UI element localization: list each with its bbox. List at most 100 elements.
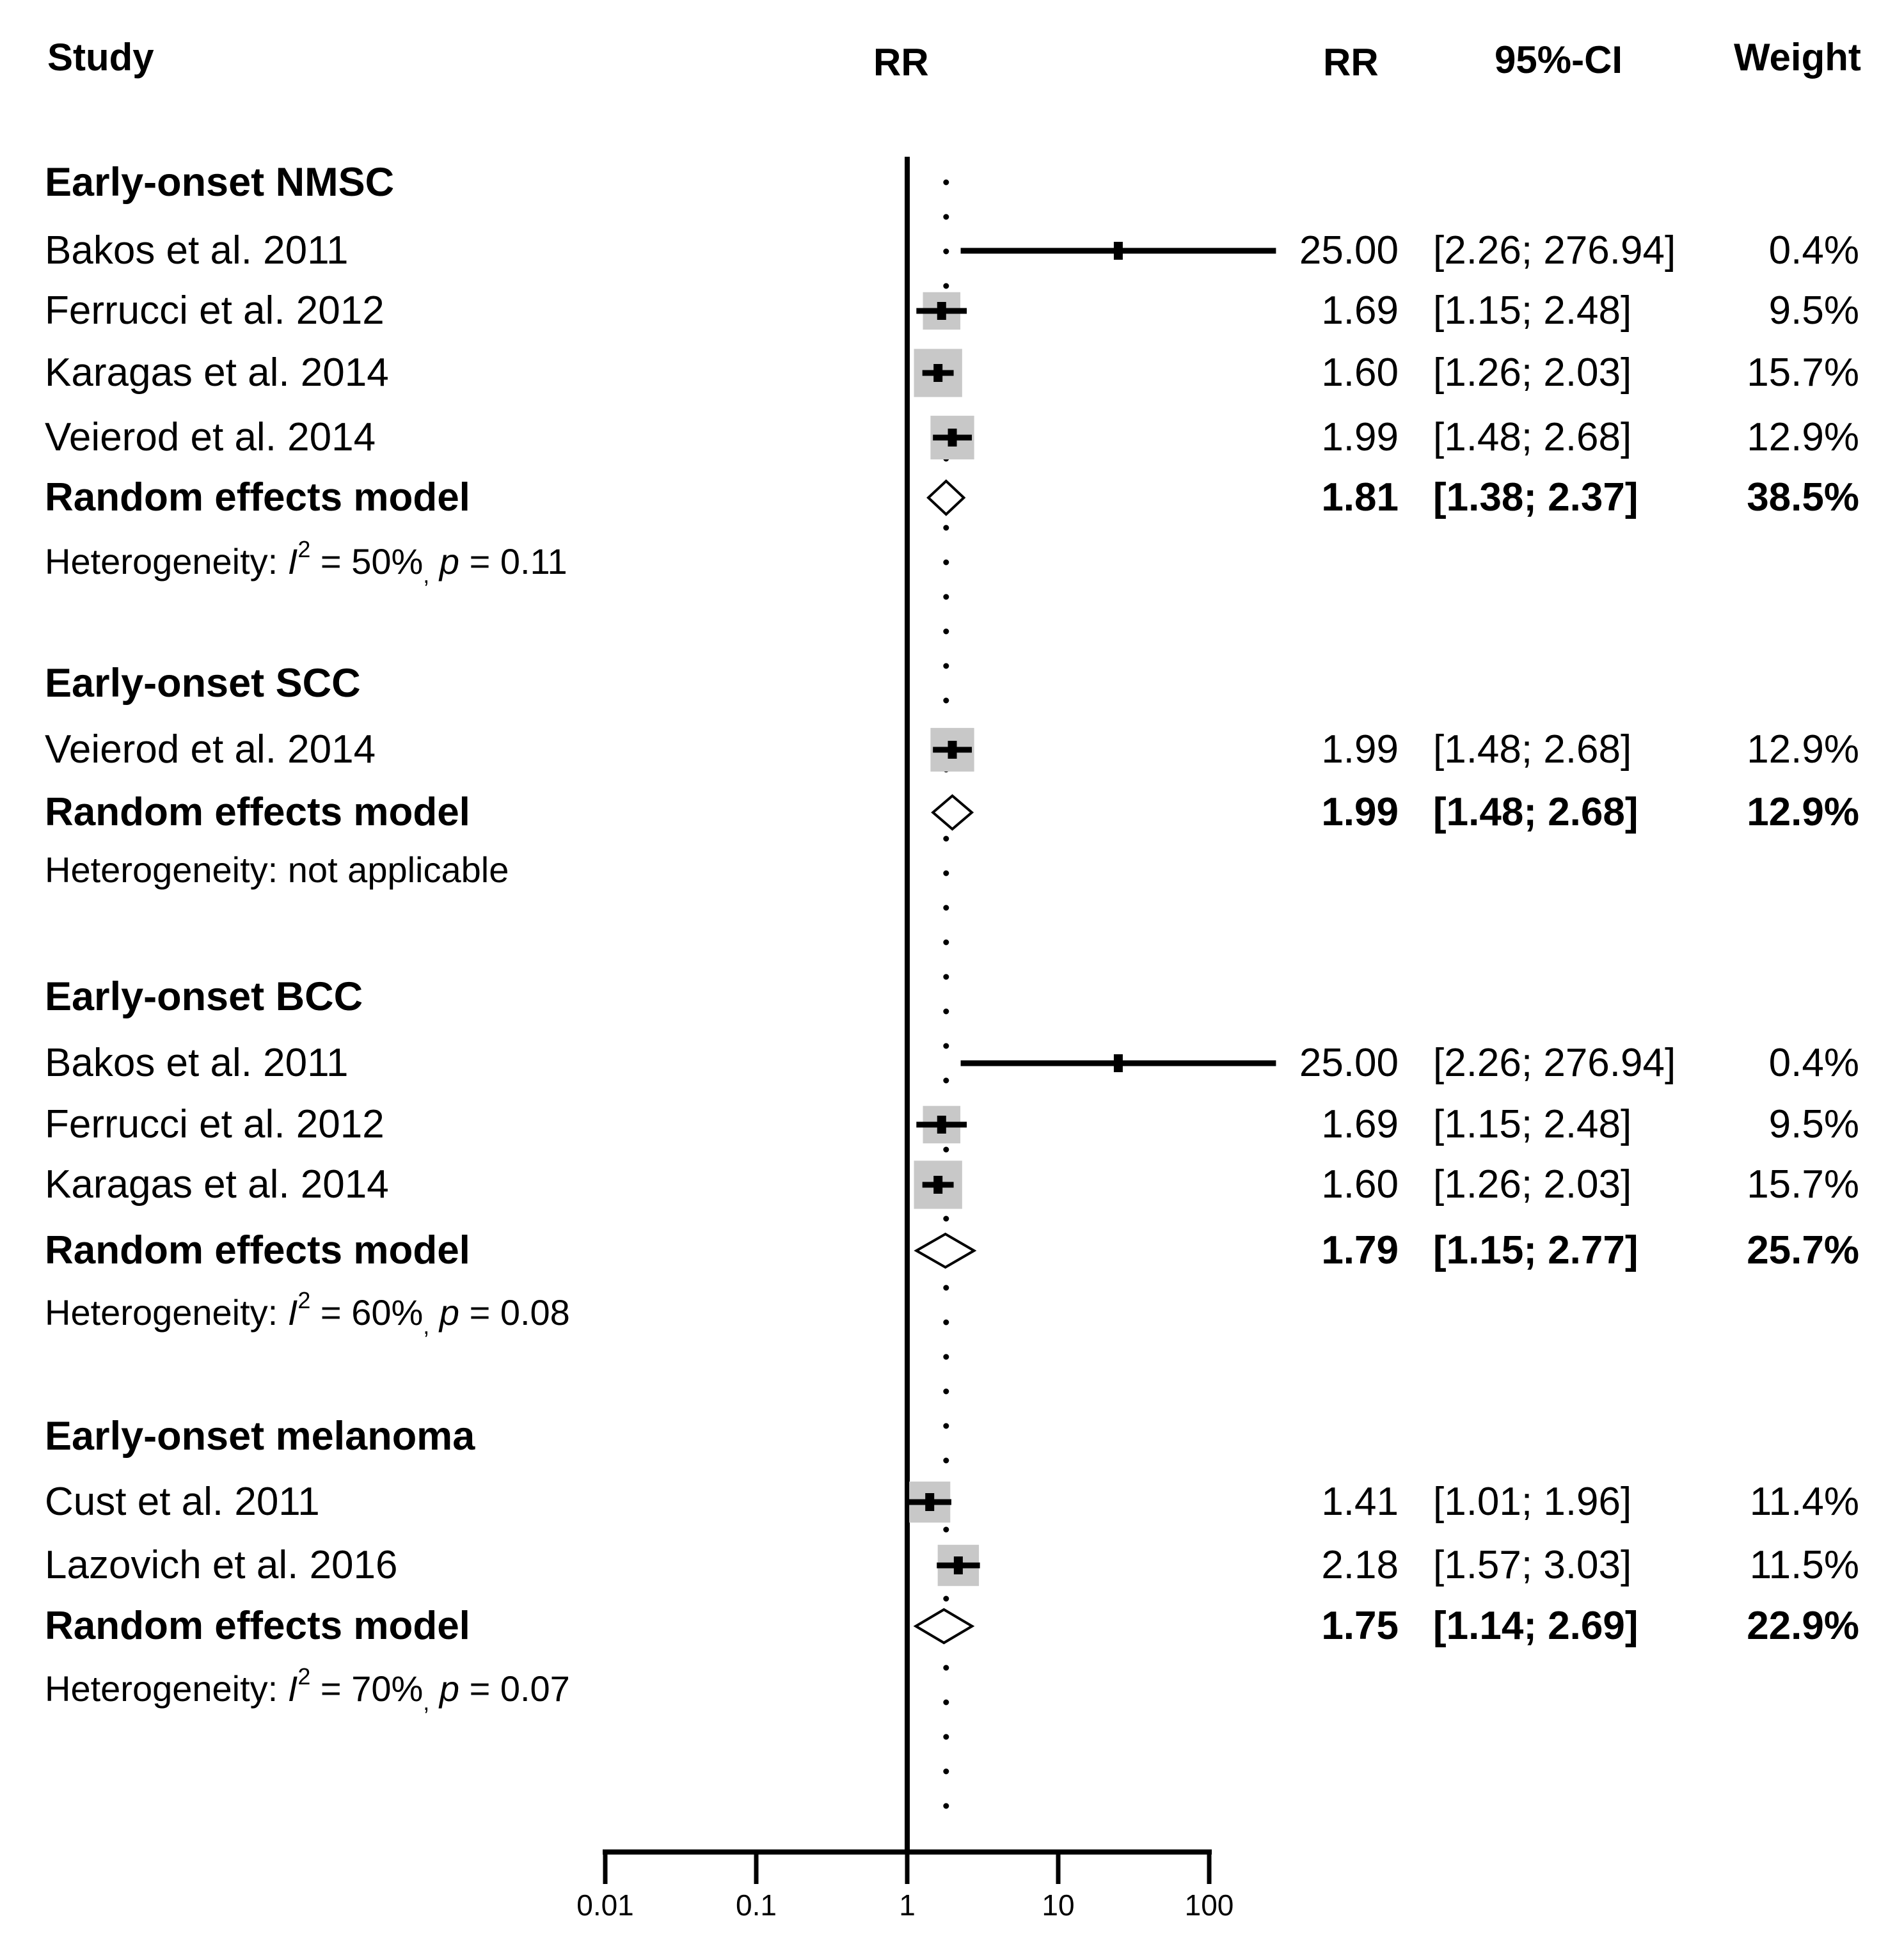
group-header: Early-onset NMSC — [0, 162, 1904, 203]
group-label: Early-onset NMSC — [45, 160, 395, 205]
rr-value: 1.75 — [1321, 1604, 1399, 1648]
rr-value: 1.99 — [1321, 415, 1399, 459]
weight-value: 9.5% — [1768, 1102, 1859, 1146]
heterogeneity-text: Heterogeneity: not applicable — [45, 850, 509, 890]
summary-diamond — [926, 479, 966, 516]
weight-value: 38.5% — [1747, 475, 1859, 519]
study-point-estimate — [937, 302, 946, 320]
summary-diamond — [914, 1232, 977, 1269]
ci-value: [1.14; 2.69] — [1433, 1604, 1638, 1648]
rr-value: 25.00 — [1299, 1041, 1399, 1085]
table-row: Ferrucci et al. 2012 1.69 [1.15; 2.48] 9… — [0, 291, 1904, 331]
study-point-estimate — [948, 741, 957, 759]
header-ci: 95%-CI — [1495, 38, 1623, 81]
weight-value: 0.4% — [1768, 1041, 1859, 1085]
table-row: Karagas et al. 2014 1.60 [1.26; 2.03] 15… — [0, 353, 1904, 393]
weight-value: 22.9% — [1747, 1604, 1859, 1648]
heterogeneity-row: Heterogeneity: I2 = 70%, p = 0.07 — [0, 1665, 1904, 1714]
x-axis-tick-label: 100 — [1184, 1888, 1234, 1922]
summary-label: Random effects model — [45, 1604, 470, 1648]
summary-label: Random effects model — [45, 475, 470, 519]
weight-value: 0.4% — [1768, 228, 1859, 273]
rr-value: 1.99 — [1321, 727, 1399, 772]
rr-value: 25.00 — [1299, 228, 1399, 273]
study-point-estimate — [937, 1116, 946, 1134]
group-label: Early-onset SCC — [45, 661, 361, 706]
x-axis-tick-label: 10 — [1042, 1888, 1075, 1922]
ci-value: [1.15; 2.48] — [1433, 1102, 1632, 1146]
weight-value: 12.9% — [1747, 790, 1859, 834]
table-row: Lazovich et al. 2016 2.18 [1.57; 3.03] 1… — [0, 1546, 1904, 1585]
ci-value: [1.48; 2.68] — [1433, 727, 1632, 772]
ci-value: [1.48; 2.68] — [1433, 790, 1638, 834]
summary-label: Random effects model — [45, 790, 470, 834]
summary-row: Random effects model 1.99 [1.48; 2.68] 1… — [0, 793, 1904, 832]
ci-value: [1.26; 2.03] — [1433, 351, 1632, 395]
study-label: Bakos et al. 2011 — [45, 1041, 349, 1085]
study-label: Lazovich et al. 2016 — [45, 1543, 398, 1587]
ci-value: [2.26; 276.94] — [1433, 1041, 1676, 1085]
x-axis-tick-label: 0.01 — [576, 1888, 634, 1922]
study-point-estimate — [1113, 242, 1123, 260]
heterogeneity-text: Heterogeneity: I2 = 50%, p = 0.11 — [45, 536, 567, 588]
study-label: Veierod et al. 2014 — [45, 727, 376, 772]
study-label: Karagas et al. 2014 — [45, 351, 389, 395]
header-rr: RR — [1323, 41, 1379, 84]
study-label: Ferrucci et al. 2012 — [45, 289, 385, 333]
ci-value: [2.26; 276.94] — [1433, 228, 1676, 273]
rr-value: 1.69 — [1321, 289, 1399, 333]
rr-value: 1.41 — [1321, 1480, 1399, 1524]
rr-value: 1.60 — [1321, 351, 1399, 395]
weight-value: 12.9% — [1747, 415, 1859, 459]
study-point-estimate — [933, 1176, 943, 1194]
study-label: Veierod et al. 2014 — [45, 415, 376, 459]
ci-value: [1.15; 2.77] — [1433, 1228, 1638, 1272]
group-label: Early-onset melanoma — [45, 1414, 475, 1459]
group-label: Early-onset BCC — [45, 974, 363, 1019]
heterogeneity-text: Heterogeneity: I2 = 60%, p = 0.08 — [45, 1287, 570, 1339]
header-study: Study — [47, 36, 154, 79]
heterogeneity-row: Heterogeneity: not applicable — [0, 852, 1904, 888]
weight-value: 11.4% — [1749, 1480, 1859, 1524]
group-header: Early-onset SCC — [0, 663, 1904, 704]
ci-value: [1.15; 2.48] — [1433, 289, 1632, 333]
weight-value: 12.9% — [1747, 727, 1859, 772]
ci-value: [1.38; 2.37] — [1433, 475, 1638, 519]
header-rr-plot: RR — [873, 41, 929, 84]
rr-value: 1.81 — [1321, 475, 1399, 519]
study-label: Karagas et al. 2014 — [45, 1162, 389, 1207]
ci-value: [1.26; 2.03] — [1433, 1162, 1632, 1207]
x-axis-tick-label: 1 — [899, 1888, 916, 1922]
table-row: Cust et al. 2011 1.41 [1.01; 1.96] 11.4% — [0, 1482, 1904, 1522]
weight-value: 15.7% — [1747, 1162, 1859, 1207]
study-label: Bakos et al. 2011 — [45, 228, 349, 273]
study-point-estimate — [925, 1493, 935, 1511]
x-axis-tick-label: 0.1 — [736, 1888, 777, 1922]
ci-value: [1.48; 2.68] — [1433, 415, 1632, 459]
study-point-estimate — [933, 364, 943, 382]
table-row: Bakos et al. 2011 25.00 [2.26; 276.94] 0… — [0, 1043, 1904, 1083]
rr-value: 2.18 — [1321, 1543, 1399, 1587]
study-point-estimate — [1113, 1054, 1123, 1072]
rr-value: 1.79 — [1321, 1228, 1399, 1272]
study-point-estimate — [953, 1556, 963, 1574]
header-weight: Weight — [1734, 36, 1861, 79]
rr-value: 1.60 — [1321, 1162, 1399, 1207]
heterogeneity-text: Heterogeneity: I2 = 70%, p = 0.07 — [45, 1663, 570, 1715]
summary-row: Random effects model 1.75 [1.14; 2.69] 2… — [0, 1606, 1904, 1646]
weight-value: 15.7% — [1747, 351, 1859, 395]
weight-value: 11.5% — [1749, 1543, 1859, 1587]
study-point-estimate — [948, 429, 957, 447]
weight-value: 25.7% — [1747, 1228, 1859, 1272]
group-header: Early-onset melanoma — [0, 1416, 1904, 1457]
rr-value: 1.99 — [1321, 790, 1399, 834]
study-label: Ferrucci et al. 2012 — [45, 1102, 385, 1146]
summary-diamond — [931, 794, 974, 831]
ci-value: [1.57; 3.03] — [1433, 1543, 1632, 1587]
summary-label: Random effects model — [45, 1228, 470, 1272]
rr-value: 1.69 — [1321, 1102, 1399, 1146]
weight-value: 9.5% — [1768, 289, 1859, 333]
study-label: Cust et al. 2011 — [45, 1480, 320, 1524]
ci-value: [1.01; 1.96] — [1433, 1480, 1632, 1524]
